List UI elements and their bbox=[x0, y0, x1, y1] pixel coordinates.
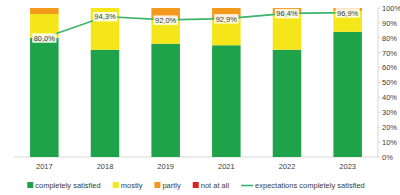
y-tick-label: 100% bbox=[382, 4, 400, 13]
y-tick bbox=[378, 97, 381, 98]
data-label-bg bbox=[32, 33, 56, 43]
line-series bbox=[44, 13, 347, 38]
y-tick bbox=[378, 37, 381, 38]
bar-segment bbox=[30, 8, 59, 9]
y-tick bbox=[378, 127, 381, 128]
y-tick bbox=[378, 8, 381, 9]
y-tick bbox=[378, 52, 381, 53]
data-label-bg bbox=[93, 12, 117, 22]
plot-marks bbox=[30, 8, 362, 157]
legend-item: expectations completely satisfied bbox=[241, 181, 365, 190]
x-tick-label: 2017 bbox=[36, 162, 53, 171]
data-label: 96,9% bbox=[337, 9, 359, 18]
y-tick-label: 50% bbox=[382, 78, 397, 87]
y-tick bbox=[378, 142, 381, 143]
bar-segment bbox=[30, 38, 59, 157]
legend-item: not at all bbox=[193, 181, 230, 190]
x-tick-label: 2022 bbox=[279, 162, 296, 171]
y-tick bbox=[378, 112, 381, 113]
bar-segment bbox=[333, 32, 362, 157]
x-tick-label: 2019 bbox=[157, 162, 174, 171]
legend-swatch bbox=[154, 182, 160, 188]
data-label: 80,0% bbox=[34, 34, 56, 43]
bar-segment bbox=[91, 50, 120, 157]
bar-segment bbox=[273, 50, 302, 157]
y-tick bbox=[378, 67, 381, 68]
y-tick bbox=[378, 22, 381, 23]
legend-label: mostly bbox=[121, 181, 143, 190]
legend-label: expectations completely satisfied bbox=[255, 181, 365, 190]
bar-segment bbox=[212, 8, 241, 9]
y-tick bbox=[378, 82, 381, 83]
legend-swatch bbox=[113, 182, 119, 188]
legend-swatch bbox=[27, 182, 33, 188]
legend-swatch bbox=[193, 182, 199, 188]
legend-label: not at all bbox=[201, 181, 230, 190]
legend-item: mostly bbox=[113, 181, 143, 190]
y-tick bbox=[378, 157, 381, 158]
y-tick-label: 80% bbox=[382, 34, 397, 43]
data-label-bg bbox=[336, 8, 360, 17]
x-tick-label: 2023 bbox=[339, 162, 356, 171]
legend-label: partly bbox=[162, 181, 181, 190]
bar-segment bbox=[212, 45, 241, 157]
chart-svg: 0% 10% 20% 30% 40% 50% 60% 70% 80% 90% 100% 2017 201… bbox=[0, 0, 400, 195]
bar-segment bbox=[91, 8, 120, 50]
y-tick-label: 20% bbox=[382, 123, 397, 132]
x-tick-label: 2021 bbox=[218, 162, 235, 171]
data-label-bg bbox=[154, 15, 178, 25]
bar-segment bbox=[91, 8, 120, 9]
legend-item: completely satisfied bbox=[27, 181, 100, 190]
bar-segment bbox=[30, 8, 59, 14]
legend-label: completely satisfied bbox=[35, 181, 100, 190]
data-label: 96,4% bbox=[276, 9, 298, 18]
y-tick-label: 90% bbox=[382, 19, 397, 28]
data-label-bg bbox=[214, 14, 238, 23]
y-tick-label: 40% bbox=[382, 93, 397, 102]
y-tick-label: 70% bbox=[382, 49, 397, 58]
bar-segment bbox=[91, 8, 120, 9]
data-label: 92,9% bbox=[216, 15, 238, 24]
x-tick-label: 2018 bbox=[97, 162, 114, 171]
y-tick-label: 60% bbox=[382, 63, 397, 72]
y-tick-label: 0% bbox=[382, 153, 393, 162]
y-tick-label: 30% bbox=[382, 108, 397, 117]
bar-segment bbox=[151, 8, 180, 9]
data-label: 92,0% bbox=[155, 16, 177, 25]
legend: completely satisfied mostly partly not at a… bbox=[27, 181, 364, 190]
bar-segment bbox=[151, 44, 180, 157]
y-tick-label: 10% bbox=[382, 138, 397, 147]
x-axis-line bbox=[14, 157, 378, 158]
legend-swatch bbox=[241, 185, 253, 187]
legend-item: partly bbox=[154, 181, 181, 190]
bar-segment bbox=[273, 14, 302, 50]
chart-container: 0% 10% 20% 30% 40% 50% 60% 70% 80% 90% 100% 2017 201… bbox=[0, 0, 400, 195]
data-label-bg bbox=[275, 9, 299, 19]
data-labels: 80,0% 94,3% 92,0% 92,9% 96,4% 96,9% bbox=[32, 8, 360, 43]
data-label: 94,3% bbox=[94, 12, 116, 21]
